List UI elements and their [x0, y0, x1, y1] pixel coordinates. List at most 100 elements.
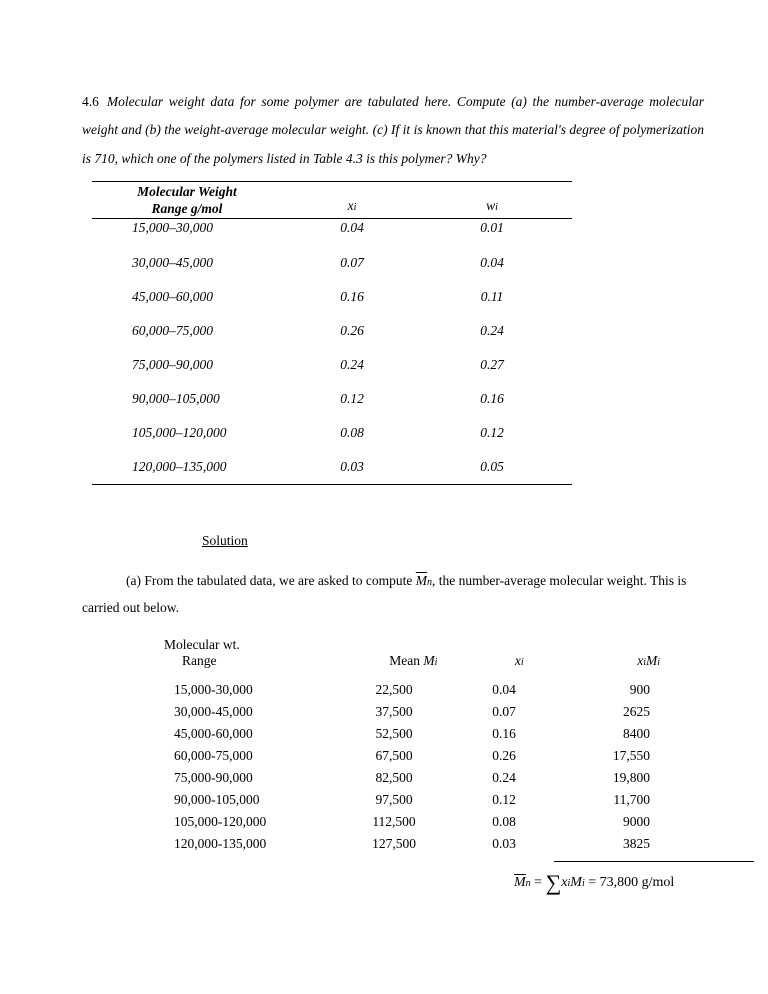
- table2-cell-range: 45,000-60,000: [154, 726, 334, 742]
- result-M: M: [514, 875, 526, 890]
- table2-h-col1-l2: Range: [154, 653, 355, 669]
- table1-header-col3: wi: [422, 182, 562, 218]
- table2-cell-mean: 97,500: [334, 792, 454, 808]
- table2-h-col4-b-sub: i: [657, 657, 660, 668]
- table2-h-col1-l1: Molecular wt.: [154, 637, 344, 653]
- result-eq1: =: [531, 875, 546, 890]
- table1-header-col1-line2: Range g/mol: [152, 201, 223, 216]
- table1-header-w-sub: i: [495, 202, 498, 213]
- table2-cell-mean: 67,500: [334, 748, 454, 764]
- table2-body: 15,000-30,00022,5000.0490030,000-45,0003…: [154, 679, 684, 855]
- table1-header-x-sub: i: [354, 202, 357, 213]
- solution-a-pre: (a) From the tabulated data, we are aske…: [126, 573, 416, 588]
- table2-cell-range: 120,000-135,000: [154, 836, 334, 852]
- table2-cell-range: 15,000-30,000: [154, 682, 334, 698]
- table2-cell-mean: 37,500: [334, 704, 454, 720]
- table2-cell-mean: 82,500: [334, 770, 454, 786]
- table1-cell-w: 0.01: [422, 220, 562, 236]
- table1-cell-x: 0.04: [282, 220, 422, 236]
- result-equation: Mn = ∑xiMi = 73,800 g/mol: [514, 874, 684, 892]
- table2-header-row2: Range Mean Mi xi xiMi: [154, 653, 684, 669]
- table2-cell-x: 0.26: [454, 748, 554, 764]
- table2-h-col2-empty: [344, 637, 464, 653]
- table2-cell-range: 75,000-90,000: [154, 770, 334, 786]
- table1-cell-range: 15,000–30,000: [92, 220, 282, 236]
- table1-header-w: w: [486, 198, 495, 213]
- problem-statement: 4.6Molecular weight data for some polyme…: [82, 88, 704, 173]
- table2-cell-xm: 17,550: [554, 748, 674, 764]
- table2-h-col4-b: M: [646, 653, 657, 668]
- table2-cell-xm: 3825: [554, 836, 674, 852]
- table2-cell-x: 0.12: [454, 792, 554, 808]
- problem-text: Molecular weight data for some polymer a…: [82, 94, 704, 166]
- table2-row: 45,000-60,00052,5000.168400: [154, 723, 684, 745]
- table1-cell-range: 105,000–120,000: [92, 425, 282, 441]
- table1-cell-x: 0.26: [282, 323, 422, 339]
- table2-h-col2-pre: Mean: [389, 653, 423, 668]
- table2-row: 30,000-45,00037,5000.072625: [154, 701, 684, 723]
- table2-h-col2-main: M: [423, 653, 434, 668]
- table2-cell-mean: 52,500: [334, 726, 454, 742]
- table2-h-col2: Mean Mi: [355, 653, 471, 669]
- table1-cell-w: 0.04: [422, 255, 562, 271]
- table1-cell-w: 0.16: [422, 391, 562, 407]
- table1-row: 30,000–45,0000.070.04: [92, 246, 572, 280]
- table2-cell-mean: 22,500: [334, 682, 454, 698]
- table1-row: 45,000–60,0000.160.11: [92, 280, 572, 314]
- table1-header-col1-line1: Molecular Weight: [137, 184, 237, 199]
- table1-cell-x: 0.16: [282, 289, 422, 305]
- table2-cell-range: 105,000-120,000: [154, 814, 334, 830]
- table2-cell-xm: 19,800: [554, 770, 674, 786]
- table2-cell-x: 0.24: [454, 770, 554, 786]
- table2-h-col4-empty: [564, 637, 684, 653]
- table1-cell-range: 60,000–75,000: [92, 323, 282, 339]
- data-table-1: Molecular Weight Range g/mol xi wi 15,00…: [92, 181, 572, 485]
- table2-cell-x: 0.04: [454, 682, 554, 698]
- solution-table: Molecular wt. Range Mean Mi xi xiMi 15,0…: [154, 637, 684, 892]
- table2-cell-x: 0.08: [454, 814, 554, 830]
- table2-row: 75,000-90,00082,5000.2419,800: [154, 767, 684, 789]
- table1-cell-x: 0.03: [282, 459, 422, 475]
- table2-cell-xm: 2625: [554, 704, 674, 720]
- table1-cell-range: 75,000–90,000: [92, 357, 282, 373]
- table2-row: 60,000-75,00067,5000.2617,550: [154, 745, 684, 767]
- table1-row: 15,000–30,0000.040.01: [92, 219, 572, 246]
- table1-cell-w: 0.27: [422, 357, 562, 373]
- table1-cell-range: 45,000–60,000: [92, 289, 282, 305]
- table1-header-row: Molecular Weight Range g/mol xi wi: [92, 182, 572, 218]
- table2-cell-xm: 900: [554, 682, 674, 698]
- table1-row: 75,000–90,0000.240.27: [92, 348, 572, 382]
- table1-cell-w: 0.05: [422, 459, 562, 475]
- table2-cell-x: 0.03: [454, 836, 554, 852]
- solution-a-symbol-M: M: [416, 573, 427, 588]
- result-value: = 73,800 g/mol: [585, 875, 675, 890]
- table2-row: 105,000-120,000112,5000.089000: [154, 811, 684, 833]
- table1-header-col2: xi: [282, 182, 422, 218]
- result-sigma: ∑: [546, 874, 562, 892]
- table1-cell-range: 90,000–105,000: [92, 391, 282, 407]
- table1-header-col1: Molecular Weight Range g/mol: [92, 182, 282, 218]
- table2-cell-mean: 127,500: [334, 836, 454, 852]
- solution-heading: Solution: [202, 533, 704, 549]
- solution-paragraph-a: (a) From the tabulated data, we are aske…: [82, 567, 704, 621]
- table2-h-col3-empty: [464, 637, 564, 653]
- table1-cell-w: 0.24: [422, 323, 562, 339]
- table1-cell-x: 0.24: [282, 357, 422, 373]
- table1-row: 60,000–75,0000.260.24: [92, 314, 572, 348]
- table1-cell-w: 0.12: [422, 425, 562, 441]
- table2-cell-xm: 9000: [554, 814, 674, 830]
- table1-cell-range: 120,000–135,000: [92, 459, 282, 475]
- table1-cell-x: 0.12: [282, 391, 422, 407]
- table2-row: 15,000-30,00022,5000.04900: [154, 679, 684, 701]
- table2-cell-mean: 112,500: [334, 814, 454, 830]
- document-page: 4.6Molecular weight data for some polyme…: [0, 0, 768, 955]
- table2-header-row1: Molecular wt.: [154, 637, 684, 653]
- table2-cell-xm: 11,700: [554, 792, 674, 808]
- table2-h-col4: xiMi: [567, 653, 684, 669]
- table1-cell-x: 0.08: [282, 425, 422, 441]
- table1-cell-x: 0.07: [282, 255, 422, 271]
- table2-h-col2-sub: i: [435, 657, 438, 668]
- table2-h-col3-sub: i: [521, 657, 524, 668]
- table2-cell-range: 30,000-45,000: [154, 704, 334, 720]
- table2-cell-x: 0.07: [454, 704, 554, 720]
